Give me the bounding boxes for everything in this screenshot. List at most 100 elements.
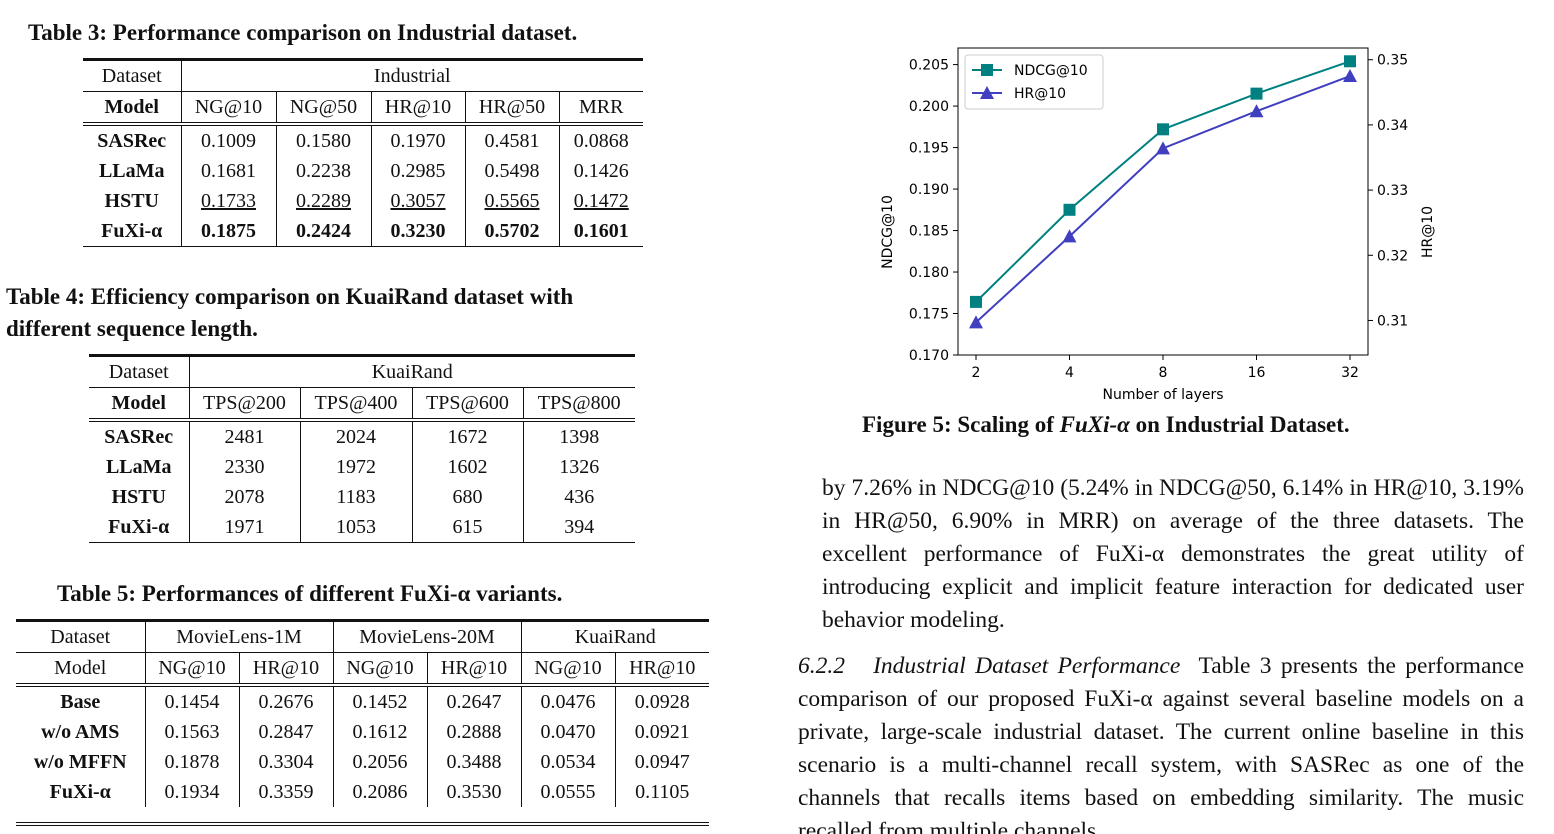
cell-best: 0.5702 [465,216,560,247]
cell: 0.0534 [521,747,616,777]
y2-tick-label: 0.32 [1377,248,1408,264]
table5-col-header: NG@10 [333,652,428,687]
legend-box [964,54,1104,110]
y-tick-label: 0.185 [909,224,949,240]
cell: 1971 [189,512,301,543]
cell-underlined: 0.1733 [201,190,256,212]
figure5-chart: 2 4 8 16 32 0.170 0.175 0.180 0.185 0.190 0.195 0.2… [880,47,1436,403]
cell: 0.3304 [239,747,334,777]
cell: 0.3359 [239,777,334,807]
cell: 0.2985 [371,156,466,186]
data-point [970,295,982,308]
cell: 1972 [300,452,413,482]
figure5-caption: Figure 5: Scaling of FuXi-α on Industria… [862,412,1350,438]
table5-col-header: HR@10 [239,652,334,687]
table4-col-header: TPS@600 [412,387,524,422]
table5-col-header: NG@10 [145,652,240,687]
y-axis-label: NDCG@10 [880,195,896,269]
table5-col-header: HR@10 [615,652,709,687]
y2-axis-label: HR@10 [1420,206,1436,258]
table4-caption-line2: different sequence length. [6,316,258,341]
cell: 1398 [559,426,600,448]
cell: 0.2056 [333,747,428,777]
cell: 0.1563 [145,717,240,747]
cell: 615 [412,512,524,543]
cell: 0.1934 [145,777,240,807]
cell: 0.0555 [521,777,616,807]
table5-col-header: NG@10 [521,652,616,687]
body-paragraph-2: 6.2.2 Industrial Dataset Performance Tab… [798,650,1524,834]
table5-dataset-label: Dataset [16,619,146,653]
table4-col-header: TPS@400 [300,387,413,422]
row-model: FuXi-α [89,512,190,543]
cell: 2024 [300,420,413,452]
table4-caption-line1: Table 4: Efficiency comparison on KuaiRa… [6,284,574,309]
table5-col-header: HR@10 [427,652,522,687]
cell: 2481 [189,420,301,452]
figure5-caption-suffix: on Industrial Dataset. [1129,412,1350,437]
cell: 394 [523,512,635,543]
table3: Dataset Industrial Model NG@10 NG@50 HR@… [83,58,643,247]
table4-col-header: TPS@800 [523,387,635,422]
table3-dataset-name: Industrial [181,58,643,92]
table3-col-header: MRR [559,91,643,126]
cell: 1053 [300,512,413,543]
cell: 0.1970 [371,124,466,156]
data-point [1157,123,1169,136]
y-tick-label: 0.205 [909,58,949,74]
cell: 1602 [412,452,524,482]
cell: 0.5498 [465,156,560,186]
cell: 0.1452 [333,685,428,717]
cell-underlined: 0.1472 [573,190,629,212]
table4-col-header: TPS@200 [189,387,301,422]
table-row: w/o AMS 0.1563 0.2847 0.1612 0.2888 0.04… [16,717,709,747]
cell: 0.2847 [239,717,334,747]
cell: 0.0476 [521,685,616,717]
row-model: FuXi-α [16,777,146,807]
cell: 0.1612 [333,717,428,747]
cell: 0.0868 [573,130,629,152]
cell-best: 0.1601 [559,216,643,247]
table3-col-header: NG@50 [276,91,372,126]
cell-underlined: 0.3057 [390,190,446,212]
table4-dataset-label: Dataset [89,354,190,388]
data-point [1343,69,1357,83]
section-number: 6.2.2 [798,653,845,679]
cell: 1672 [412,420,524,452]
row-model: FuXi-α [83,216,182,247]
table3-model-label: Model [83,91,182,126]
x-tick-label: 32 [1341,365,1359,381]
cell: 0.2647 [427,685,522,717]
row-model: HSTU [89,482,190,512]
cell: 2330 [189,452,301,482]
table-row: FuXi-α 0.1875 0.2424 0.3230 0.5702 0.160… [83,216,643,247]
y2-tick-label: 0.35 [1377,53,1408,69]
y-tick-label: 0.200 [909,99,949,115]
y2-tick-label: 0.31 [1377,313,1408,329]
row-model: Base [16,685,146,717]
legend-marker [981,64,993,76]
table5-bottom-rule [16,822,709,826]
table-row: LLaMa 0.1681 0.2238 0.2985 0.5498 0.1426 [83,156,643,186]
data-point [1063,203,1076,216]
figure5-caption-model: FuXi-α [1059,412,1130,437]
cell: 0.2238 [276,156,372,186]
table5-dataset-name: MovieLens-20M [333,619,522,653]
cell: 0.2888 [427,717,522,747]
table3-caption: Table 3: Performance comparison on Indus… [28,20,578,45]
cell: 0.1878 [145,747,240,777]
table-row: w/o MFFN 0.1878 0.3304 0.2056 0.3488 0.0… [16,747,709,777]
cell: 2078 [189,482,301,512]
series-line-hr-10 [975,75,1351,324]
row-model: SASRec [89,420,190,452]
data-point [1249,104,1264,118]
table3-col-header: HR@10 [371,91,466,126]
cell: 436 [564,486,595,508]
cell: 0.0921 [634,721,690,743]
cell: 0.1426 [573,160,629,182]
legend-label: HR@10 [1014,86,1066,102]
row-model: w/o AMS [16,717,146,747]
cell-best: 0.3230 [371,216,466,247]
table-row: HSTU 0.1733 0.2289 0.3057 0.5565 0.1472 [83,186,643,216]
cell: 0.1580 [276,124,372,156]
